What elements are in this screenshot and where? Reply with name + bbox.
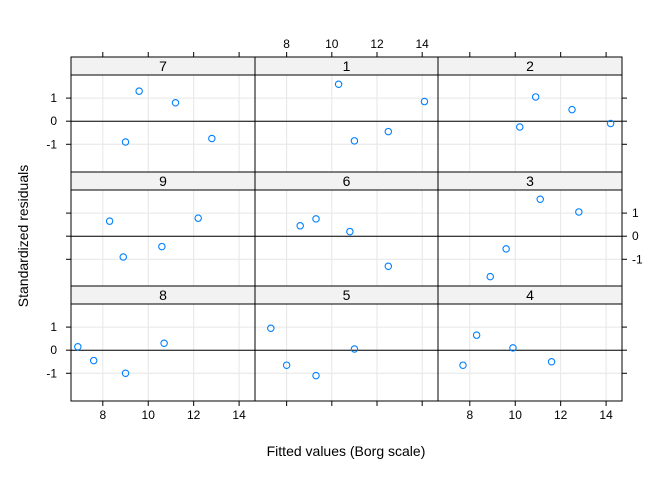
data-point — [74, 342, 82, 351]
y-tick-label: 1 — [50, 91, 57, 105]
panel-2: 2 — [437, 56, 623, 173]
strip-label: 6 — [343, 173, 351, 189]
data-point — [194, 214, 202, 222]
data-point — [575, 208, 583, 216]
strip-label: 8 — [159, 287, 167, 303]
data-point — [346, 227, 354, 236]
y-tick-label: 1 — [632, 206, 639, 220]
x-tick-label: 14 — [416, 37, 430, 51]
data-point — [267, 324, 275, 332]
data-point — [105, 217, 114, 225]
data-point — [509, 344, 517, 352]
data-point — [606, 119, 615, 128]
panel-6: 6 — [254, 171, 439, 288]
data-point — [121, 369, 130, 378]
panel-1: 1 — [254, 56, 439, 173]
strip-label: 9 — [159, 173, 167, 189]
data-point — [384, 127, 393, 136]
x-tick-label: 10 — [325, 37, 339, 51]
panel-9: 9 — [70, 171, 256, 288]
y-tick-label: -1 — [46, 366, 57, 380]
data-point — [547, 357, 556, 366]
panel-8: 8 — [70, 285, 256, 402]
data-point — [208, 134, 216, 143]
data-point — [420, 97, 429, 106]
y-tick-label: -1 — [632, 252, 643, 266]
strip-label: 2 — [526, 58, 534, 74]
x-tick-label: 12 — [187, 408, 201, 422]
panel-border — [437, 285, 623, 402]
panel-7: 7 — [70, 56, 256, 173]
y-axis-title: Standardized residuals — [15, 165, 31, 307]
x-tick-label: 10 — [509, 408, 523, 422]
data-point — [119, 253, 127, 261]
data-point — [171, 98, 180, 107]
strip-label: 5 — [343, 287, 351, 303]
x-tick-label: 8 — [99, 408, 106, 422]
strip-label: 4 — [526, 287, 534, 303]
data-point — [121, 138, 130, 146]
data-point — [350, 345, 359, 353]
x-axis-title: Fitted values (Borg scale) — [267, 443, 426, 459]
y-tick-label: -1 — [46, 137, 57, 151]
panel-5: 5 — [254, 285, 439, 402]
data-point — [536, 195, 544, 203]
panel-3: 3 — [437, 171, 623, 288]
data-point — [296, 222, 304, 230]
strip-label: 7 — [159, 58, 167, 74]
x-tick-label: 8 — [466, 408, 473, 422]
x-tick-label: 10 — [142, 408, 156, 422]
data-point — [350, 137, 359, 145]
data-point — [160, 339, 168, 348]
strip-label: 3 — [526, 173, 534, 189]
y-tick-label: 0 — [50, 114, 57, 128]
data-point — [384, 262, 393, 270]
x-tick-label: 14 — [599, 408, 613, 422]
data-point — [502, 245, 510, 253]
data-point — [568, 105, 576, 114]
data-point — [486, 272, 494, 281]
data-point — [135, 87, 143, 95]
y-tick-label: 0 — [50, 343, 57, 357]
y-tick-label: 0 — [632, 229, 639, 243]
data-point — [312, 371, 320, 380]
data-point — [282, 361, 291, 369]
data-point — [459, 361, 467, 369]
x-tick-label: 12 — [554, 408, 568, 422]
data-point — [531, 93, 540, 101]
data-point — [312, 215, 320, 223]
data-point — [158, 242, 166, 251]
panels: 7 1 29 6 38 5 4 — [70, 56, 623, 402]
strip-label: 1 — [343, 58, 351, 74]
x-tick-label: 14 — [232, 408, 246, 422]
data-point — [334, 80, 343, 88]
data-point — [89, 356, 98, 365]
y-tick-label: 1 — [50, 320, 57, 334]
x-tick-label: 12 — [370, 37, 384, 51]
axes: 8 10 12 14 8 10 12 148 10 12 14-101-101-101 — [46, 37, 643, 422]
x-tick-label: 8 — [283, 37, 290, 51]
data-point — [516, 123, 524, 131]
panel-4: 4 — [437, 285, 623, 402]
data-point — [472, 331, 481, 339]
